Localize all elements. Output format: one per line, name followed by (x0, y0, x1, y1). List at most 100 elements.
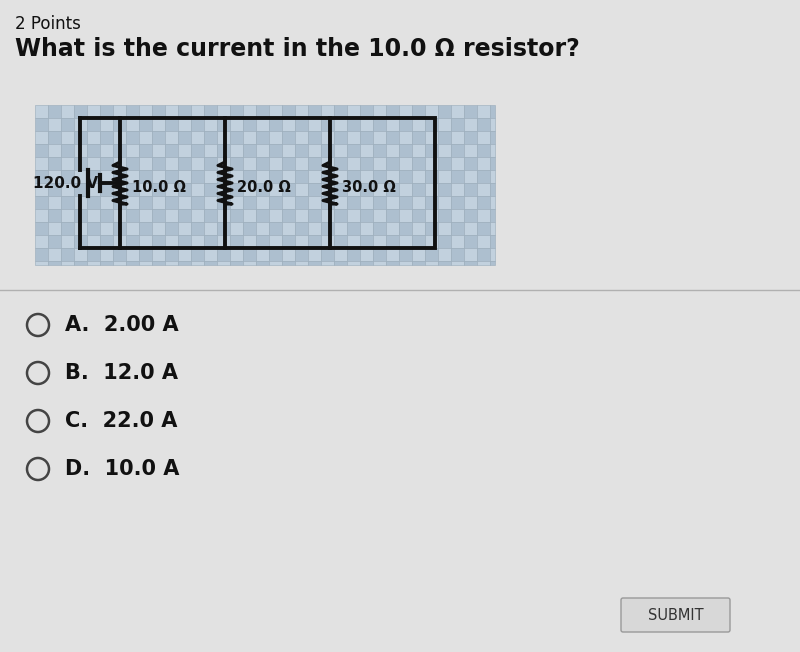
Bar (295, 183, 308, 196)
Bar (373, 105, 386, 118)
Bar (204, 209, 217, 222)
Bar (334, 261, 347, 265)
Bar (347, 118, 360, 131)
Bar (360, 157, 373, 170)
Bar (191, 196, 204, 209)
Bar (243, 261, 256, 265)
Bar (282, 222, 295, 235)
Bar (269, 157, 282, 170)
Bar (113, 118, 126, 131)
Bar (165, 261, 178, 265)
Bar (412, 157, 425, 170)
Bar (165, 131, 178, 144)
Bar (451, 118, 464, 131)
Bar (360, 196, 373, 209)
Bar (347, 105, 360, 118)
Bar (269, 248, 282, 261)
Bar (282, 170, 295, 183)
Bar (477, 118, 490, 131)
Bar (282, 183, 295, 196)
Bar (256, 170, 269, 183)
Bar (438, 209, 451, 222)
Bar (438, 235, 451, 248)
Bar (308, 209, 321, 222)
Bar (321, 183, 334, 196)
Bar (490, 170, 495, 183)
Bar (425, 170, 438, 183)
Bar (477, 105, 490, 118)
Bar (165, 222, 178, 235)
Bar (35, 131, 48, 144)
Bar (152, 183, 165, 196)
Bar (48, 131, 61, 144)
Bar (451, 170, 464, 183)
Bar (269, 144, 282, 157)
Bar (152, 222, 165, 235)
Bar (61, 131, 74, 144)
Bar (321, 170, 334, 183)
Bar (373, 170, 386, 183)
Bar (256, 144, 269, 157)
Bar (243, 157, 256, 170)
Bar (269, 196, 282, 209)
Bar (386, 170, 399, 183)
Bar (451, 261, 464, 265)
Bar (308, 222, 321, 235)
Bar (152, 209, 165, 222)
Bar (152, 196, 165, 209)
Bar (451, 196, 464, 209)
Bar (178, 222, 191, 235)
Bar (230, 170, 243, 183)
Bar (282, 196, 295, 209)
Bar (74, 105, 87, 118)
Bar (282, 105, 295, 118)
Bar (139, 157, 152, 170)
Bar (243, 235, 256, 248)
Bar (113, 248, 126, 261)
Bar (139, 118, 152, 131)
Bar (438, 105, 451, 118)
Bar (399, 157, 412, 170)
Bar (87, 157, 100, 170)
Bar (243, 183, 256, 196)
Bar (243, 222, 256, 235)
Bar (321, 261, 334, 265)
Bar (425, 222, 438, 235)
Bar (399, 183, 412, 196)
Bar (100, 157, 113, 170)
Bar (87, 248, 100, 261)
Bar (386, 261, 399, 265)
Bar (48, 118, 61, 131)
Bar (165, 209, 178, 222)
Bar (295, 248, 308, 261)
Bar (48, 183, 61, 196)
Bar (100, 196, 113, 209)
Bar (425, 144, 438, 157)
Bar (217, 261, 230, 265)
Bar (217, 235, 230, 248)
Bar (35, 118, 48, 131)
Bar (438, 261, 451, 265)
Bar (217, 183, 230, 196)
Bar (399, 261, 412, 265)
Bar (451, 131, 464, 144)
Bar (230, 105, 243, 118)
Bar (113, 196, 126, 209)
Bar (126, 131, 139, 144)
Bar (308, 235, 321, 248)
Bar (308, 105, 321, 118)
Bar (126, 183, 139, 196)
Bar (464, 157, 477, 170)
Bar (139, 209, 152, 222)
Bar (230, 183, 243, 196)
Bar (191, 222, 204, 235)
Bar (360, 261, 373, 265)
Bar (178, 209, 191, 222)
Bar (87, 235, 100, 248)
Bar (386, 183, 399, 196)
Bar (87, 118, 100, 131)
Bar (386, 118, 399, 131)
Bar (113, 170, 126, 183)
Bar (477, 183, 490, 196)
Bar (490, 248, 495, 261)
